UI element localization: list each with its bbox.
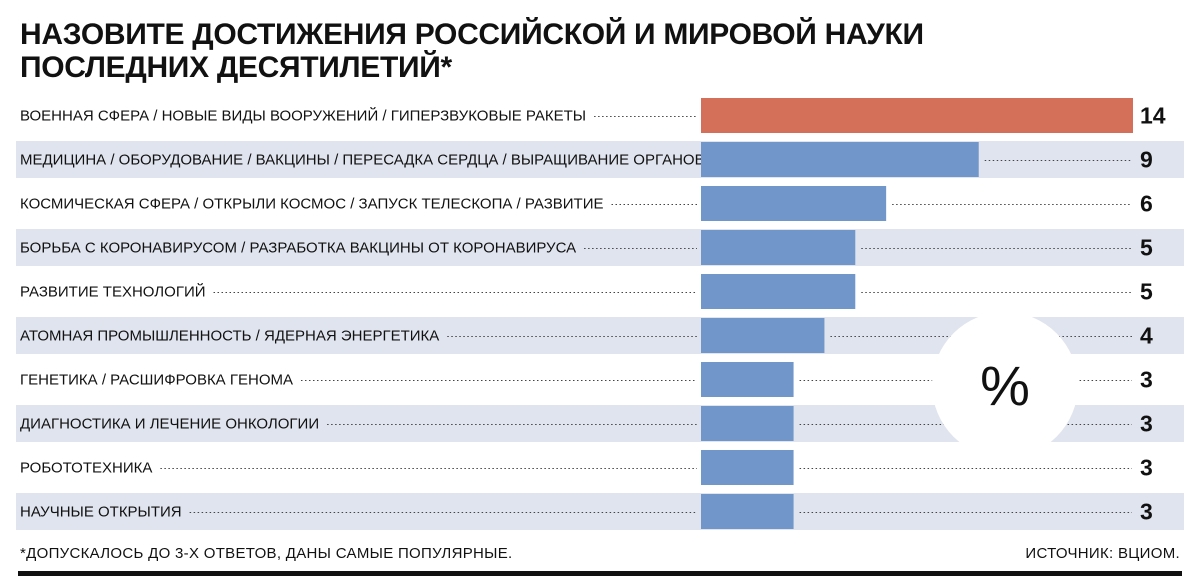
bar xyxy=(701,318,825,353)
category-label: КОСМИЧЕСКАЯ СФЕРА / ОТКРЫЛИ КОСМОС / ЗАП… xyxy=(20,196,604,213)
footnote: *ДОПУСКАЛОСЬ ДО 3-Х ОТВЕТОВ, ДАНЫ САМЫЕ … xyxy=(20,545,513,562)
category-label: РАЗВИТИЕ ТЕХНОЛОГИЙ xyxy=(20,283,206,301)
bar xyxy=(701,274,856,309)
category-label: БОРЬБА С КОРОНАВИРУСОМ / РАЗРАБОТКА ВАКЦ… xyxy=(20,240,576,257)
row-stripe xyxy=(16,493,1184,530)
value-label: 3 xyxy=(1140,499,1153,525)
chart-title: НАЗОВИТЕ ДОСТИЖЕНИЯ РОССИЙСКОЙ И МИРОВОЙ… xyxy=(20,18,924,84)
category-label: ДИАГНОСТИКА И ЛЕЧЕНИЕ ОНКОЛОГИИ xyxy=(20,416,319,433)
bar-chart: ВОЕННАЯ СФЕРА / НОВЫЕ ВИДЫ ВООРУЖЕНИЙ / … xyxy=(16,98,1184,530)
bar xyxy=(701,362,794,397)
value-label: 3 xyxy=(1140,367,1153,393)
value-label: 3 xyxy=(1140,411,1153,437)
bar xyxy=(701,450,794,485)
row-stripe xyxy=(16,229,1184,266)
source-note: ИСТОЧНИК: ВЦИОМ. xyxy=(1025,545,1180,562)
bar xyxy=(701,98,1133,133)
category-label: АТОМНАЯ ПРОМЫШЛЕННОСТЬ / ЯДЕРНАЯ ЭНЕРГЕТ… xyxy=(20,328,439,345)
bar xyxy=(701,494,794,529)
category-label: ВОЕННАЯ СФЕРА / НОВЫЕ ВИДЫ ВООРУЖЕНИЙ / … xyxy=(20,107,586,125)
category-label: НАУЧНЫЕ ОТКРЫТИЯ xyxy=(20,504,182,521)
row-stripe xyxy=(16,141,1184,178)
value-label: 9 xyxy=(1140,147,1153,173)
percent-symbol: % xyxy=(980,354,1030,417)
value-label: 5 xyxy=(1140,235,1153,261)
value-label: 3 xyxy=(1140,455,1153,481)
value-label: 4 xyxy=(1140,323,1153,349)
value-label: 14 xyxy=(1140,103,1166,129)
value-label: 6 xyxy=(1140,191,1153,217)
bar xyxy=(701,186,887,221)
category-label: ГЕНЕТИКА / РАСШИФРОВКА ГЕНОМА xyxy=(20,372,293,389)
category-label: РОБОТОТЕХНИКА xyxy=(20,460,152,477)
category-label: МЕДИЦИНА / ОБОРУДОВАНИЕ / ВАКЦИНЫ / ПЕРЕ… xyxy=(20,152,705,169)
bar xyxy=(701,142,979,177)
bottom-rule xyxy=(18,571,1182,576)
percent-badge xyxy=(932,312,1078,458)
bar xyxy=(701,230,856,265)
value-label: 5 xyxy=(1140,279,1153,305)
bar xyxy=(701,406,794,441)
